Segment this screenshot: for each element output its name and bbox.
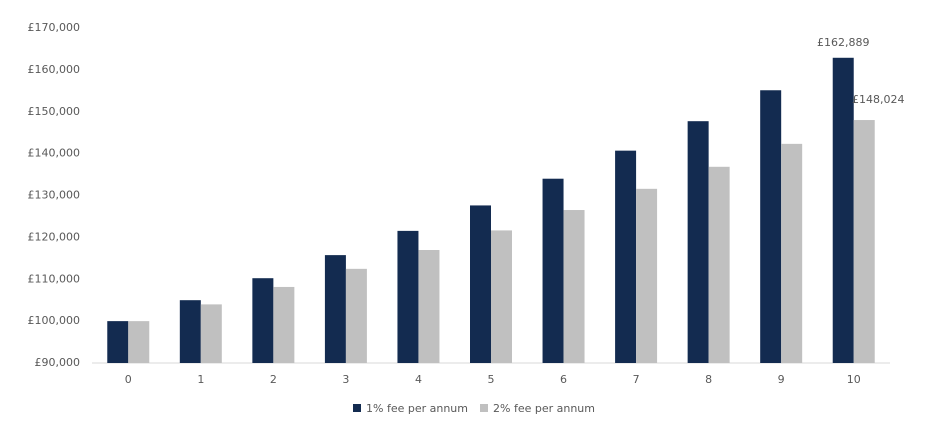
bar [687,121,709,363]
y-tick-label: £110,000 [28,272,81,285]
y-tick-label: £100,000 [28,314,81,327]
bar [781,143,803,363]
x-tick-label: 10 [847,373,861,386]
bar [491,230,512,363]
y-tick-label: £90,000 [35,356,81,369]
x-tick-label: 2 [270,373,277,386]
bar [273,286,295,363]
legend-label: 2% fee per annum [493,402,595,415]
bar [128,321,150,363]
x-tick-label: 7 [633,373,640,386]
bar [179,300,201,363]
bar [252,278,274,363]
bar [615,150,637,363]
x-tick-label: 0 [125,373,132,386]
y-tick-label: £160,000 [28,63,81,76]
bar [708,166,730,363]
bar [470,205,491,363]
y-tick-label: £150,000 [28,105,81,118]
bar [107,321,129,363]
x-tick-label: 8 [705,373,712,386]
legend-swatch [480,404,488,412]
bar [200,304,222,363]
bar [397,230,419,363]
value-label: £162,889 [817,36,870,49]
bar [853,120,875,363]
x-tick-label: 9 [778,373,785,386]
y-tick-label: £120,000 [28,230,81,243]
bar [760,90,782,364]
bar [563,210,585,363]
x-tick-label: 3 [342,373,349,386]
bar [345,268,367,363]
bar [324,255,346,363]
legend-swatch [353,404,361,412]
bar [542,178,564,363]
x-tick-label: 6 [560,373,567,386]
x-tick-label: 1 [197,373,204,386]
value-label: £148,024 [852,93,905,106]
bar [418,249,440,363]
legend-label: 1% fee per annum [366,402,468,415]
x-tick-label: 5 [488,373,495,386]
bar [832,57,854,363]
bar [636,188,658,363]
x-tick-label: 4 [415,373,422,386]
y-tick-label: £140,000 [28,147,81,160]
y-tick-label: £170,000 [28,21,81,34]
y-tick-label: £130,000 [28,189,81,202]
